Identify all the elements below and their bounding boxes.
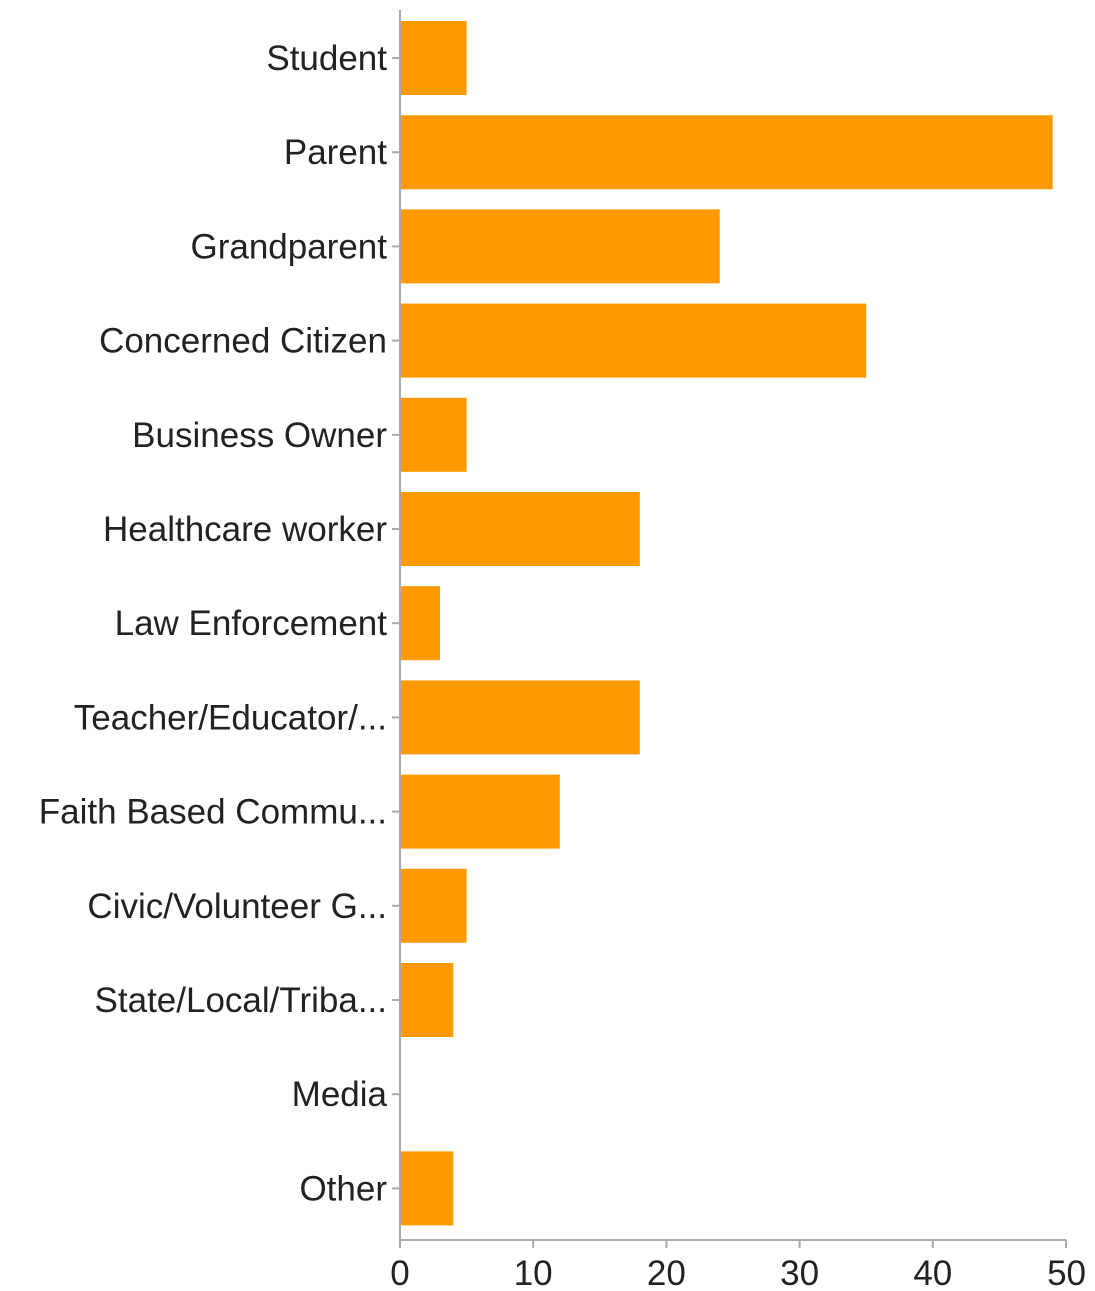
category-label: Student [266,39,387,78]
category-label: Grandparent [190,227,387,266]
x-tick-label: 40 [913,1254,952,1291]
category-label: Parent [284,133,387,172]
x-tick-label: 30 [780,1254,819,1291]
category-label: Healthcare worker [103,510,387,549]
bar-grandparent [401,209,720,284]
x-tick-label: 50 [1047,1254,1086,1291]
bars-group [401,21,1053,1226]
bar-parent [401,115,1053,190]
bar-student [401,21,467,95]
category-label: Business Owner [132,416,387,455]
bar-healthcare-worker [401,492,640,566]
x-tick-label: 0 [390,1254,409,1291]
category-label: State/Local/Triba... [95,981,387,1020]
category-label: Law Enforcement [115,604,388,643]
x-tick-label: 10 [514,1254,553,1291]
bar-state-local-triba [401,963,454,1037]
category-label: Other [299,1169,387,1208]
category-label: Faith Based Commu... [39,793,387,832]
bar-faith-based-commu [401,774,560,849]
bar-civic-volunteer-g [401,868,467,943]
category-labels: Student Parent Grandparent Concerned Citize… [39,39,388,1208]
category-label: Concerned Citizen [99,322,387,361]
x-tick-label: 20 [647,1254,686,1291]
category-label: Teacher/Educator/... [74,698,387,737]
bar-teacher-educator [401,680,640,755]
bar-business-owner [401,397,467,472]
bar-concerned-citizen [401,303,867,378]
category-label: Media [292,1075,388,1114]
tick-labels: 0 10 20 30 40 50 [390,1254,1086,1291]
axes-group [392,10,1067,1248]
bar-other [401,1151,454,1226]
category-label: Civic/Volunteer G... [87,887,387,926]
bar-law-enforcement [401,586,440,661]
